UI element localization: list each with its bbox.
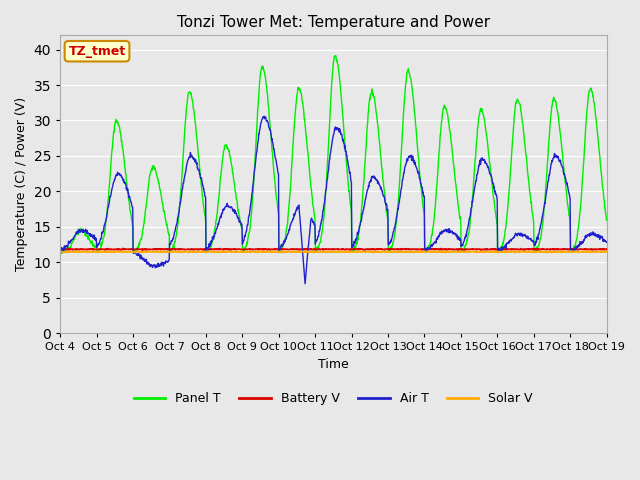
Battery V — [139, 248, 147, 253]
Air T — [490, 184, 498, 190]
Solar V — [82, 248, 90, 254]
Battery V — [538, 247, 546, 252]
Solar V — [239, 249, 247, 255]
Battery V — [240, 246, 248, 252]
Battery V — [165, 246, 173, 252]
Panel T — [419, 201, 427, 207]
Solar V — [419, 249, 426, 255]
Y-axis label: Temperature (C) / Power (V): Temperature (C) / Power (V) — [15, 97, 28, 271]
Air T — [603, 240, 611, 245]
Air T — [239, 239, 246, 244]
Text: TZ_tmet: TZ_tmet — [68, 45, 125, 58]
Air T — [301, 281, 309, 287]
Solar V — [165, 249, 173, 255]
Line: Battery V: Battery V — [60, 248, 607, 251]
Air T — [164, 259, 172, 264]
Air T — [538, 213, 546, 219]
Legend: Panel T, Battery V, Air T, Solar V: Panel T, Battery V, Air T, Solar V — [129, 387, 538, 410]
Panel T — [490, 199, 498, 204]
Panel T — [239, 247, 247, 253]
Battery V — [56, 246, 64, 252]
Title: Tonzi Tower Met: Temperature and Power: Tonzi Tower Met: Temperature and Power — [177, 15, 490, 30]
Line: Panel T: Panel T — [60, 56, 607, 253]
Panel T — [179, 171, 186, 177]
Panel T — [165, 232, 173, 238]
Air T — [56, 248, 64, 253]
Line: Solar V: Solar V — [60, 251, 607, 252]
Solar V — [603, 249, 611, 254]
Air T — [260, 113, 268, 119]
Battery V — [603, 246, 611, 252]
Solar V — [179, 250, 186, 255]
Solar V — [538, 249, 546, 255]
Panel T — [603, 217, 611, 223]
Solar V — [490, 249, 498, 255]
Battery V — [419, 246, 427, 252]
X-axis label: Time: Time — [318, 358, 349, 371]
Battery V — [490, 247, 498, 252]
Air T — [419, 190, 427, 196]
Battery V — [179, 247, 186, 252]
Battery V — [120, 245, 127, 251]
Air T — [178, 190, 186, 196]
Panel T — [538, 222, 546, 228]
Line: Air T: Air T — [60, 116, 607, 284]
Panel T — [58, 251, 65, 256]
Solar V — [511, 250, 518, 255]
Panel T — [56, 248, 64, 254]
Solar V — [56, 248, 64, 254]
Panel T — [332, 53, 340, 59]
